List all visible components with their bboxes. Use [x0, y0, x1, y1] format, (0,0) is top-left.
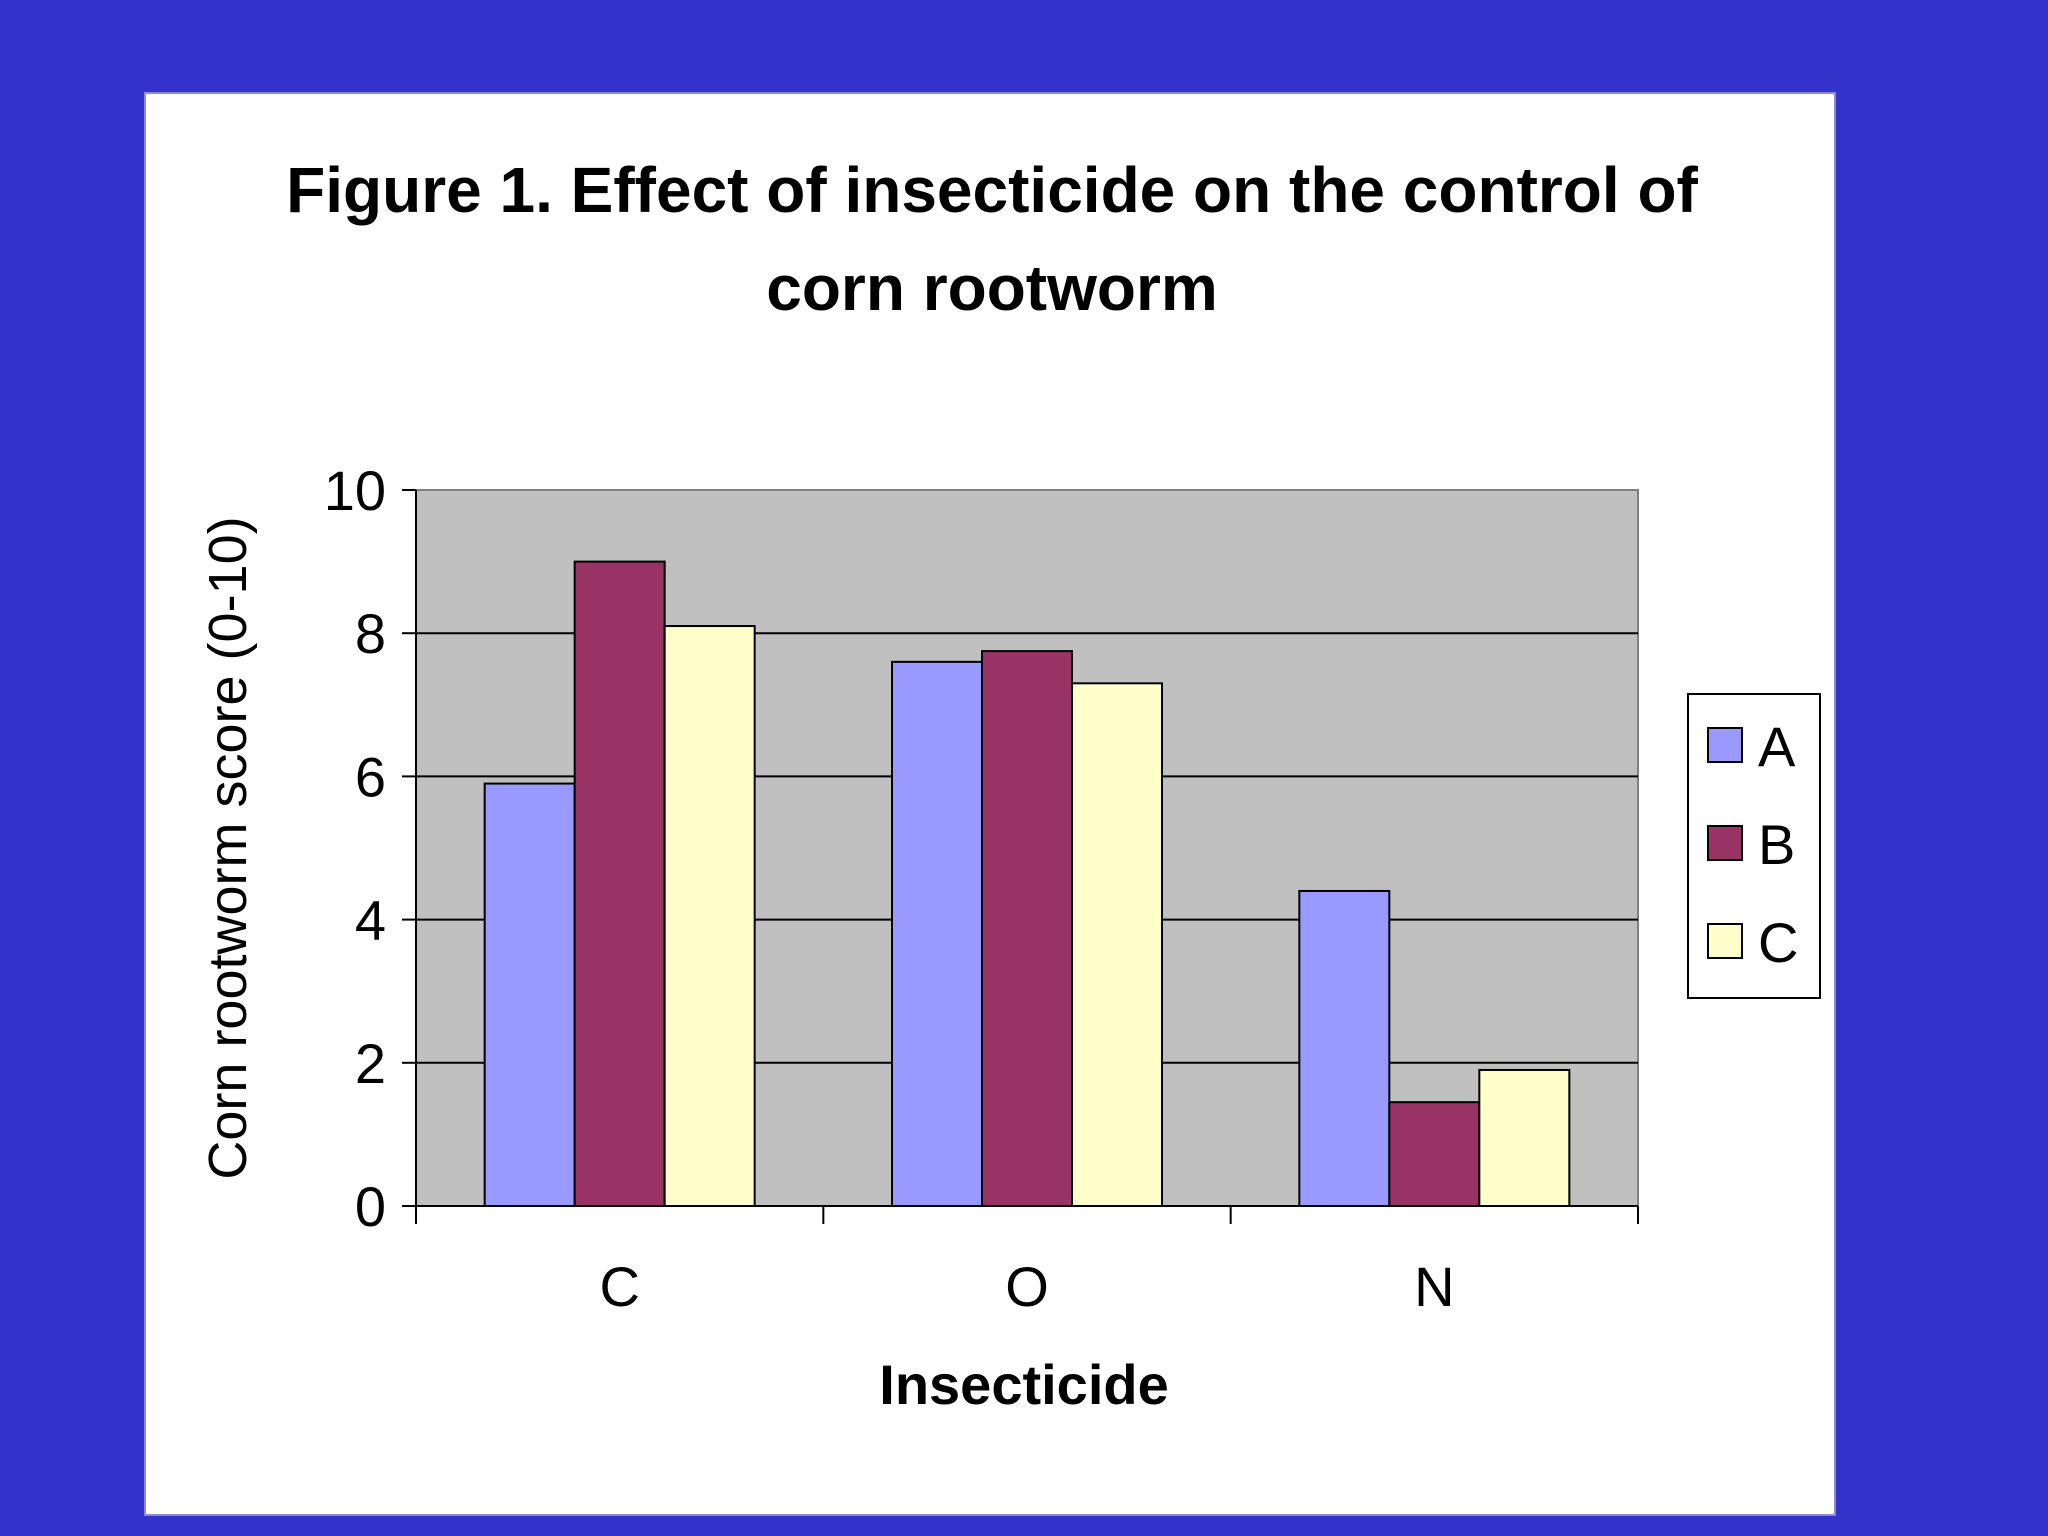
legend-swatch-B	[1707, 825, 1743, 861]
legend-label-A: A	[1758, 715, 1796, 778]
y-tick-label-8: 8	[355, 602, 386, 665]
y-tick-labels: 0 2 4 6 8 10	[324, 459, 386, 1238]
chart-title-line-2: corn rootworm	[766, 252, 1218, 324]
bar-C-C	[663, 625, 756, 1207]
bar-C-A	[483, 782, 576, 1207]
bar-N-A	[1298, 889, 1391, 1208]
y-tick-label-6: 6	[355, 745, 386, 808]
chart-card: Figure 1. Effect of insecticide on the c…	[144, 92, 1836, 1516]
bar-C-B	[573, 560, 666, 1208]
legend-label-B: B	[1758, 813, 1795, 876]
legend: ABC	[1687, 693, 1821, 999]
y-tick-label-0: 0	[355, 1175, 386, 1238]
y-axis-label: Corn rootworm score (0-10)	[198, 516, 258, 1179]
bar-chart: Figure 1. Effect of insecticide on the c…	[198, 154, 1821, 1416]
bar-N-B	[1388, 1101, 1481, 1207]
bars	[483, 560, 1571, 1208]
bar-O-C	[1071, 682, 1163, 1207]
legend-label-C: C	[1758, 911, 1798, 974]
chart-title-line-1: Figure 1. Effect of insecticide on the c…	[286, 154, 1698, 226]
bar-O-B	[981, 650, 1073, 1207]
y-tick-label-4: 4	[355, 889, 386, 952]
x-axis-label: Insecticide	[879, 1353, 1168, 1416]
bar-O-A	[891, 660, 983, 1207]
x-tick-label-N: N	[1414, 1255, 1454, 1318]
x-tick-label-C: C	[599, 1255, 639, 1318]
legend-swatch-C	[1707, 923, 1743, 959]
legend-swatch-A	[1707, 727, 1743, 763]
y-tick-label-2: 2	[355, 1032, 386, 1095]
axes	[402, 489, 1639, 1224]
y-tick-label-10: 10	[324, 459, 386, 522]
bar-N-C	[1478, 1068, 1571, 1208]
x-tick-label-O: O	[1005, 1255, 1049, 1318]
